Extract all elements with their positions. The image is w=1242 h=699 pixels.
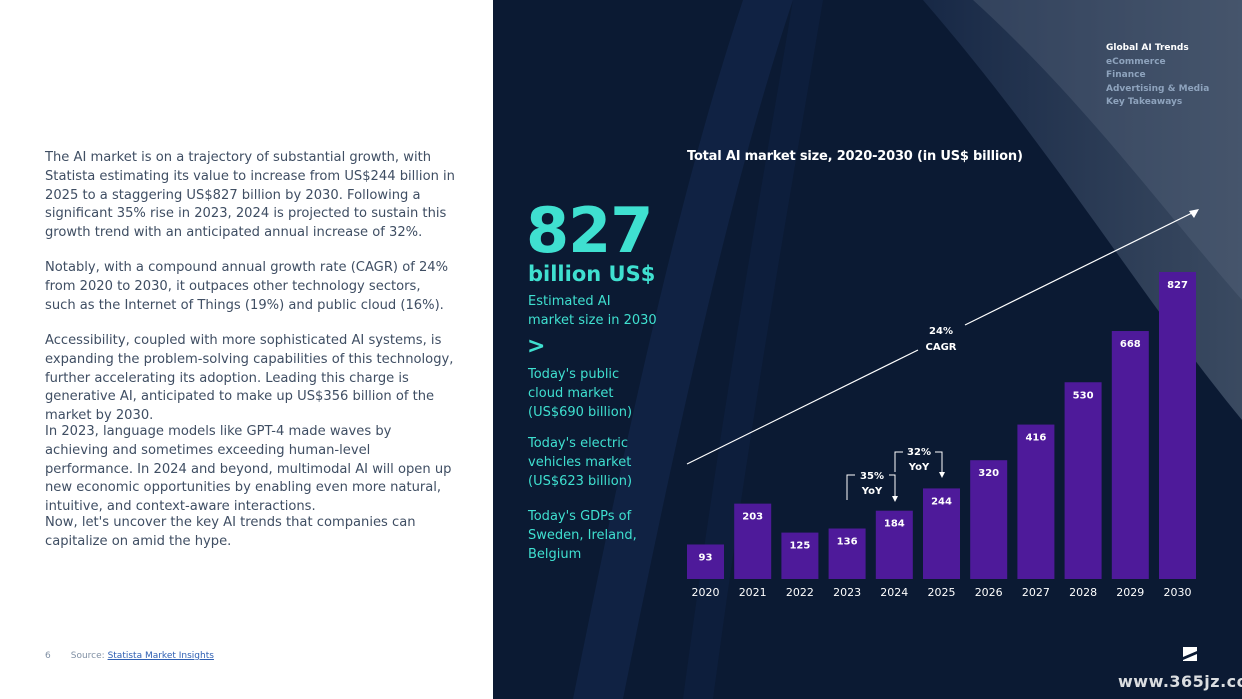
bar-chart: 93 2020 203 2021 125 2022 136 2023 184 2024 244 202…: [686, 209, 1199, 599]
bar-2025: [923, 488, 960, 579]
yoy-2024-bracket: [894, 451, 903, 472]
bar-2027: [1017, 424, 1055, 579]
left-panel: The AI market is on a trajectory of subs…: [0, 0, 493, 699]
x-tick-label-2020: 2020: [692, 586, 720, 599]
nav-global-ai-trends[interactable]: Global AI Trends: [1106, 43, 1189, 53]
bar-value-label-2025: 244: [931, 496, 952, 507]
bar-value-label-2024: 184: [884, 519, 905, 530]
bar-2022: [781, 532, 819, 579]
page-number: 6: [45, 651, 51, 661]
right-panel: Global AI Trends eCommerce Finance Adver…: [493, 0, 1242, 699]
bar-value-label-2020: 93: [699, 552, 713, 563]
x-tick-label-2023: 2023: [833, 586, 861, 599]
yoy-2023-arrow: [889, 474, 896, 498]
cagr-annotation-label: CAGR: [926, 342, 957, 353]
bar-value-label-2027: 416: [1025, 433, 1046, 444]
cagr-trend-line: [686, 349, 919, 465]
statista-logo-icon: [1183, 647, 1197, 661]
intro-paragraph: The AI market is on a trajectory of subs…: [45, 150, 455, 241]
bar-2021: [734, 503, 772, 579]
x-tick-label-2022: 2022: [786, 586, 814, 599]
bar-value-label-2028: 530: [1073, 390, 1094, 401]
closing-paragraph: Now, let's uncover the key AI trends tha…: [45, 515, 416, 549]
bar-2020: [687, 544, 724, 579]
source-note: Source: Statista Market Insights: [71, 651, 214, 661]
x-tick-label-2026: 2026: [975, 586, 1003, 599]
highlight-unit: billion US$: [528, 262, 656, 286]
language-models-paragraph: In 2023, language models like GPT-4 made…: [45, 424, 452, 515]
cagr-trend-line-end: [964, 210, 1197, 326]
yoy-2023-bracket: [846, 474, 855, 500]
comparison-public-cloud: Today's public cloud market (US$690 bill…: [528, 367, 633, 420]
nav-key-takeaways[interactable]: Key Takeaways: [1106, 97, 1183, 108]
x-tick-label-2021: 2021: [739, 586, 767, 599]
nav-advertising-media[interactable]: Advertising & Media: [1106, 83, 1210, 94]
bar-value-label-2026: 320: [978, 468, 999, 479]
greater-than-symbol: >: [527, 334, 546, 359]
yoy-2024-arrow-head-icon: [939, 472, 945, 478]
nav-ecommerce[interactable]: eCommerce: [1106, 56, 1166, 67]
footer: 6 Source: Statista Market Insights: [45, 651, 214, 661]
highlight-number: 827: [526, 194, 653, 267]
comparison-gdps: Today's GDPs of Sweden, Ireland, Belgium: [528, 509, 637, 562]
x-tick-label-2027: 2027: [1022, 586, 1050, 599]
bar-2029: [1111, 331, 1149, 579]
source-label: Source:: [70, 651, 105, 661]
bar-2028: [1064, 382, 1102, 579]
yoy-2023-value: 35%: [860, 471, 884, 482]
yoy-2024-arrow: [935, 451, 943, 474]
x-tick-label-2024: 2024: [880, 586, 908, 599]
x-tick-label-2029: 2029: [1116, 586, 1144, 599]
nav-finance[interactable]: Finance: [1106, 70, 1146, 81]
section-nav: Global AI Trends eCommerce Finance Adver…: [1106, 42, 1209, 110]
cagr-annotation-value: 24%: [929, 326, 953, 337]
accessibility-paragraph: Accessibility, coupled with more sophist…: [45, 333, 454, 424]
bar-value-label-2023: 136: [837, 537, 858, 548]
bar-value-label-2022: 125: [789, 541, 810, 552]
yoy-2024-value: 32%: [907, 447, 931, 458]
bar-2023: [828, 528, 866, 579]
chart-title: Total AI market size, 2020-2030 (in US$ …: [687, 149, 1023, 164]
bar-2024: [875, 510, 913, 579]
yoy-2023-arrow-head-icon: [892, 496, 898, 502]
x-tick-label-2025: 2025: [928, 586, 956, 599]
bar-value-label-2021: 203: [742, 512, 763, 523]
bar-2026: [970, 460, 1008, 579]
yoy-2023-label: YoY: [861, 486, 883, 497]
x-tick-label-2028: 2028: [1069, 586, 1097, 599]
bar-value-label-2030: 827: [1167, 280, 1188, 291]
highlight-label: Estimated AI market size in 2030: [528, 294, 657, 328]
cagr-arrow-head-icon: [1189, 209, 1199, 218]
comparison-electric-vehicles: Today's electric vehicles market (US$623…: [528, 436, 633, 489]
x-tick-label-2030: 2030: [1164, 586, 1192, 599]
yoy-2024-label: YoY: [908, 462, 930, 473]
source-link[interactable]: Statista Market Insights: [107, 651, 214, 661]
watermark: www.365jz.com: [1118, 672, 1242, 691]
bar-2030: [1159, 272, 1196, 579]
cagr-paragraph: Notably, with a compound annual growth r…: [45, 260, 449, 313]
bar-value-label-2029: 668: [1120, 339, 1141, 350]
